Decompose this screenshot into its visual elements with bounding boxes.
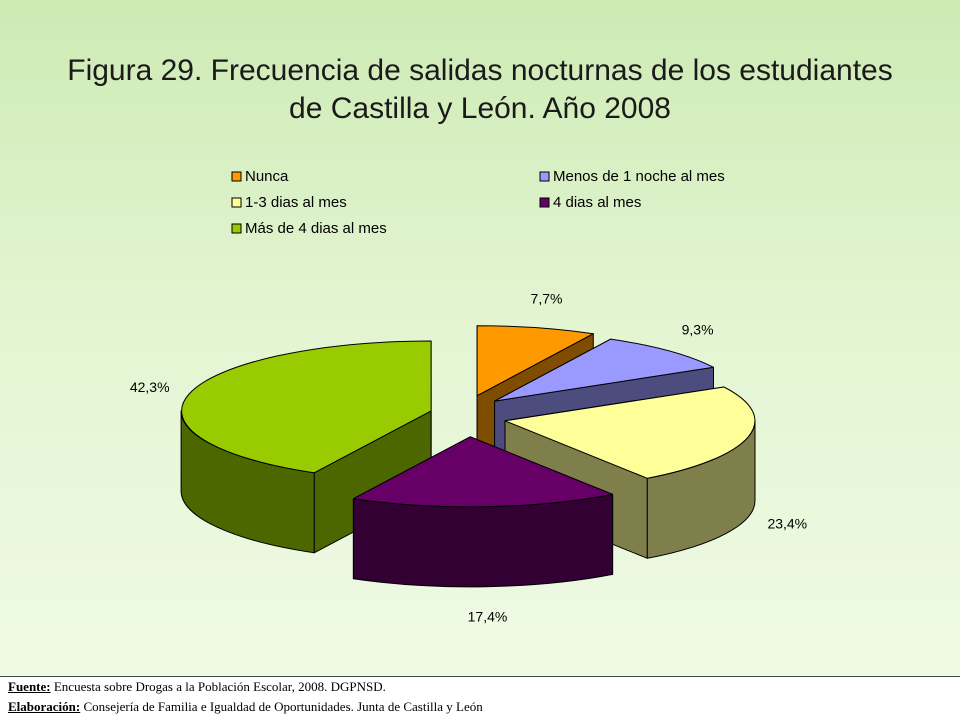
pie-chart: Nunca Menos de 1 noche al mes 1-3 dias al … xyxy=(130,168,807,625)
chart-title: Figura 29. Frecuencia de salidas nocturn… xyxy=(67,54,893,125)
data-labels: 7,7% 9,3% 23,4% 17,4% 42,3% xyxy=(130,291,807,625)
chart-legend: Nunca Menos de 1 noche al mes 1-3 dias al … xyxy=(231,168,725,237)
legend-swatch-1-3-dias-al-mes xyxy=(231,197,242,208)
elaboration-line: Elaboración: Consejería de Familia e Igu… xyxy=(8,699,483,715)
elaboration-text: Consejería de Familia e Igualdad de Opor… xyxy=(80,699,483,714)
legend-swatch-mas-de-4-dias-al-mes xyxy=(231,223,242,234)
legend-swatch-menos-de-1-noche-al-mes xyxy=(539,171,550,182)
data-label-nunca: 7,7% xyxy=(531,291,563,307)
data-label-menos-de-1-noche-al-mes: 9,3% xyxy=(682,322,714,338)
elaboration-key: Elaboración: xyxy=(8,699,81,714)
source-key: Fuente: xyxy=(8,679,51,694)
footer: Fuente: Encuesta sobre Drogas a la Pobla… xyxy=(0,676,960,721)
pie-slice-4-dias-al-mes xyxy=(352,436,614,588)
legend-swatch-nunca xyxy=(231,171,242,182)
source-line: Fuente: Encuesta sobre Drogas a la Pobla… xyxy=(8,679,386,695)
legend-label-menos-de-1-noche-al-mes: Menos de 1 noche al mes xyxy=(553,168,725,185)
legend-label-nunca: Nunca xyxy=(245,168,289,185)
legend-swatch-4-dias-al-mes xyxy=(539,197,550,208)
legend-label-mas-de-4-dias-al-mes: Más de 4 dias al mes xyxy=(245,220,387,237)
legend-label-4-dias-al-mes: 4 dias al mes xyxy=(553,194,641,211)
legend-label-1-3-dias-al-mes: 1-3 dias al mes xyxy=(245,194,347,211)
source-text: Encuesta sobre Drogas a la Población Esc… xyxy=(50,679,386,694)
data-label-mas-de-4-dias-al-mes: 42,3% xyxy=(130,379,170,395)
data-label-1-3-dias-al-mes: 23,4% xyxy=(767,516,807,532)
pie-plot-area xyxy=(180,325,756,588)
data-label-4-dias-al-mes: 17,4% xyxy=(468,609,508,625)
